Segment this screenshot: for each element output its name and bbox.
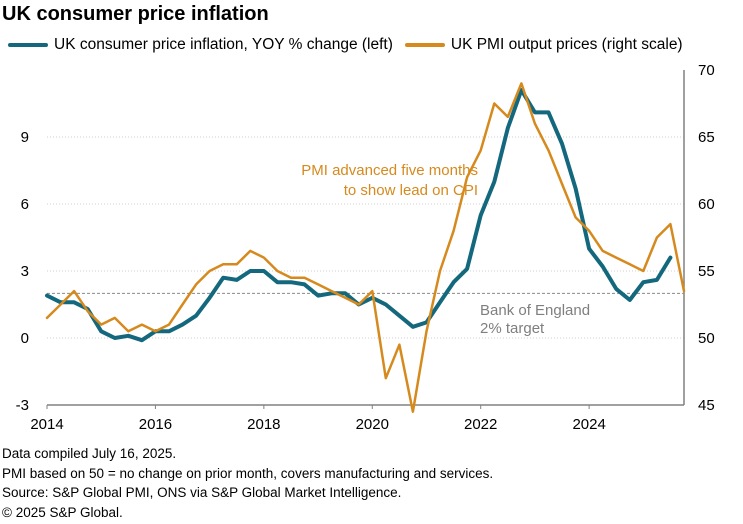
x-tick-0: 2014 [30,416,63,433]
legend-item-cpi: UK consumer price inflation, YOY % chang… [8,36,393,54]
y-left-tick-0: -3 [16,397,29,414]
pmi-annotation-line-1: to show lead on CPI [344,182,478,199]
pmi-annotation-line-0: PMI advanced five months [301,162,478,179]
y-right-tick-3: 60 [698,196,715,213]
legend-swatch-cpi [8,43,48,47]
x-tick-5: 2024 [572,416,605,433]
y-right-tick-2: 55 [698,263,715,280]
footer-copyright: © 2025 S&P Global. [2,504,123,520]
legend-swatch-pmi [404,43,445,47]
footer-note-compiled: Data compiled July 16, 2025. [2,446,177,461]
y-left-tick-1: 0 [21,330,29,347]
x-tick-3: 2020 [356,416,389,433]
series-line-pmi [45,82,686,413]
target-label-line-1: 2% target [480,320,545,337]
chart-title: UK consumer price inflation [2,3,269,25]
y-left-tick-2: 3 [21,263,29,280]
x-tick-2: 2018 [247,416,280,433]
legend-label-cpi: UK consumer price inflation, YOY % chang… [54,36,393,53]
legend-label-pmi: UK PMI output prices (right scale) [450,36,683,53]
chart-legend: UK consumer price inflation, YOY % chang… [8,36,695,54]
footer-note-pmi: PMI based on 50 = no change on prior mon… [2,465,494,481]
target-label-line-0: Bank of England [480,302,590,319]
y-right-tick-5: 70 [698,62,715,79]
y-left-tick-4: 9 [21,129,29,146]
y-left-tick-3: 6 [21,196,29,213]
y-right-tick-4: 65 [698,129,715,146]
x-tick-1: 2016 [139,416,172,433]
legend-item-pmi: UK PMI output prices (right scale) [404,36,683,54]
y-right-tick-0: 45 [698,397,715,414]
chart-footer: Data compiled July 16, 2025. PMI based o… [2,444,493,522]
line-chart: -3 0 3 6 9 45 50 55 60 65 70 2014 2016 2018 2020 2022 20… [16,62,715,433]
footer-note-source: Source: S&P Global PMI, ONS via S&P Glob… [2,485,402,500]
x-tick-4: 2022 [464,416,497,433]
y-right-tick-1: 50 [698,330,715,347]
